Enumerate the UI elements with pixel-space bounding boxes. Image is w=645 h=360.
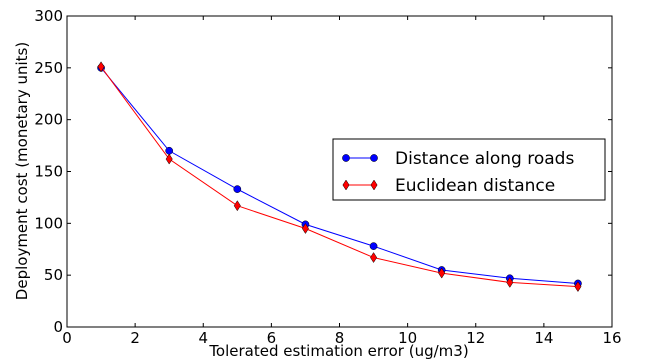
legend: Distance along roads Euclidean distance xyxy=(332,138,606,201)
y-tick-label: 50 xyxy=(44,266,63,284)
legend-marker-1 xyxy=(370,154,378,162)
legend-marker-2 xyxy=(342,179,350,191)
data-point-series-1 xyxy=(165,146,174,155)
data-point-series-2 xyxy=(165,153,173,165)
x-tick-label: 16 xyxy=(602,329,621,347)
x-tick-label: 0 xyxy=(62,329,72,347)
y-tick-label: 150 xyxy=(34,163,63,181)
y-tick-label: 200 xyxy=(34,111,63,129)
series-line-2 xyxy=(100,66,578,288)
y-tick-label: 250 xyxy=(34,59,63,77)
data-point-series-2 xyxy=(233,200,241,212)
x-tick-label: 8 xyxy=(335,329,345,347)
y-tick-label: 100 xyxy=(34,214,63,232)
data-point-series-2 xyxy=(301,223,309,234)
x-tick-label: 4 xyxy=(198,329,208,347)
data-point-series-2 xyxy=(438,267,446,279)
plot-area xyxy=(97,61,582,293)
x-axis-label: Tolerated estimation error (ug/m3) xyxy=(208,342,468,360)
legend-marker-2 xyxy=(370,179,378,191)
series-line-1 xyxy=(100,67,578,284)
y-axis-label: Deployment cost (monetary units) xyxy=(13,42,31,300)
legend-box xyxy=(332,138,606,201)
axes: 0 2 4 6 8 10 12 14 16 0 50 100 150 200 250 300 xyxy=(34,7,621,347)
data-point-series-2 xyxy=(97,61,105,73)
legend-label-1: Distance along roads xyxy=(395,149,574,169)
data-point-series-2 xyxy=(574,281,582,293)
data-point-series-1 xyxy=(369,242,378,250)
legend-marker-1 xyxy=(342,154,350,162)
x-tick-label: 10 xyxy=(398,329,417,347)
y-tick-label: 0 xyxy=(53,318,63,336)
legend-label-2: Euclidean distance xyxy=(395,176,555,196)
data-point-series-2 xyxy=(506,276,514,288)
x-tick-label: 14 xyxy=(534,329,553,347)
x-tick-label: 2 xyxy=(130,329,140,347)
x-tick-label: 12 xyxy=(466,329,485,347)
x-tick-label: 6 xyxy=(267,329,277,347)
data-point-series-2 xyxy=(370,252,378,264)
data-point-series-1 xyxy=(233,185,242,193)
y-tick-label: 300 xyxy=(34,7,63,25)
